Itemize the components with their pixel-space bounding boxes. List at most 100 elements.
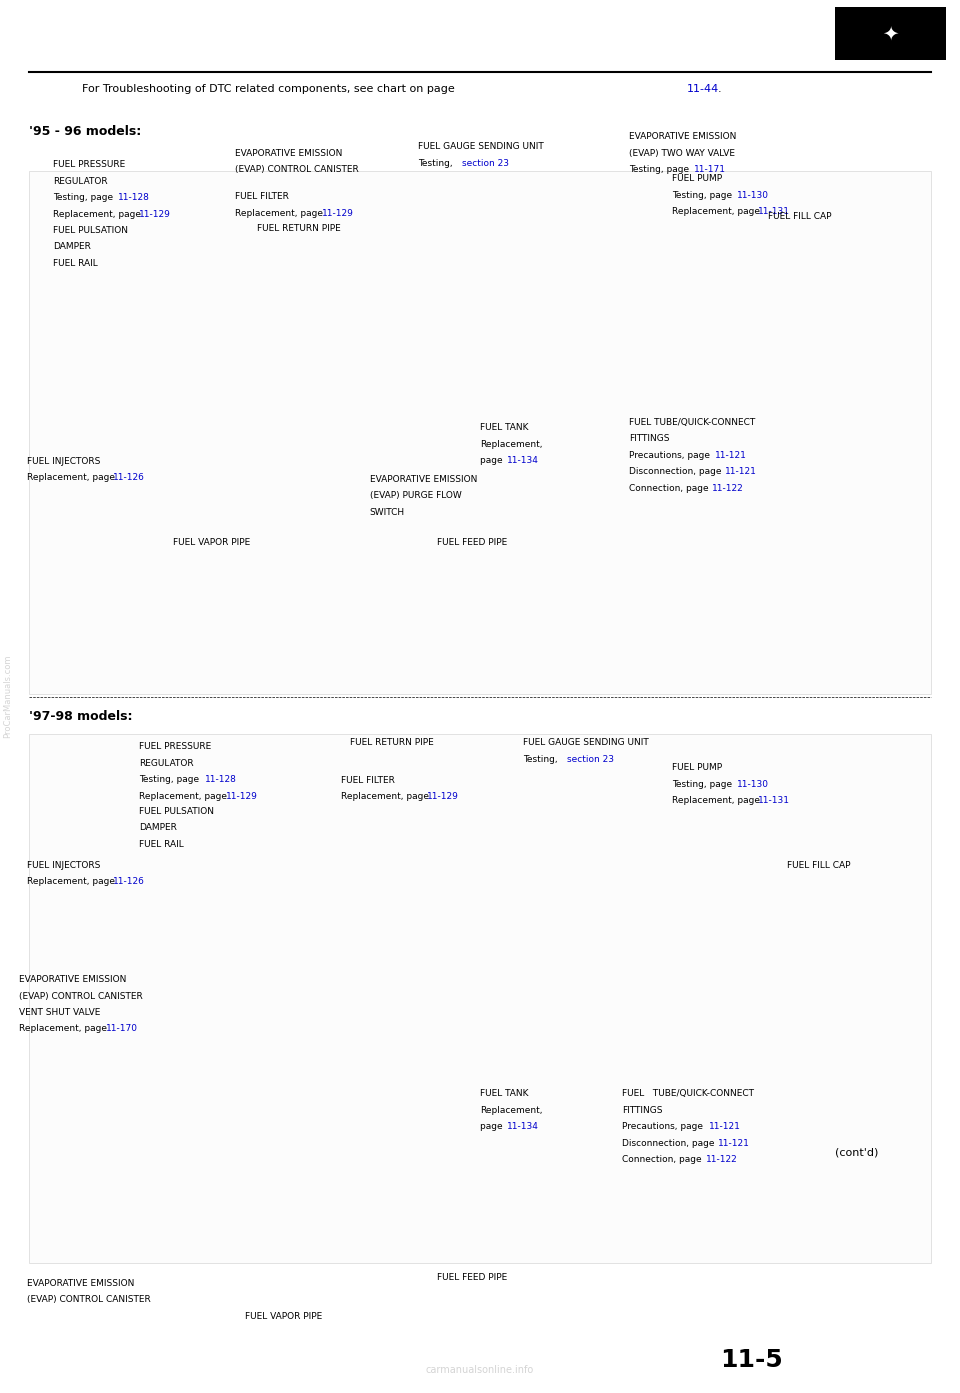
Text: FUEL FEED PIPE: FUEL FEED PIPE [437, 1273, 507, 1282]
Text: FUEL FILTER: FUEL FILTER [235, 192, 289, 201]
Text: 11-134: 11-134 [507, 457, 539, 465]
Text: Connection, page: Connection, page [622, 1155, 705, 1165]
Text: FUEL FILL CAP: FUEL FILL CAP [768, 212, 831, 220]
Text: '97-98 models:: '97-98 models: [29, 710, 132, 723]
Text: 11-5: 11-5 [720, 1348, 782, 1372]
Text: FUEL PUMP: FUEL PUMP [672, 763, 722, 772]
Text: 11-129: 11-129 [322, 209, 353, 217]
Text: Testing, page: Testing, page [629, 166, 692, 174]
Text: 11-121: 11-121 [708, 1123, 740, 1131]
Text: EVAPORATIVE EMISSION: EVAPORATIVE EMISSION [370, 475, 477, 483]
FancyBboxPatch shape [29, 734, 931, 1263]
Text: 11-171: 11-171 [694, 166, 726, 174]
Text: FUEL RETURN PIPE: FUEL RETURN PIPE [350, 738, 434, 747]
Text: Replacement, page: Replacement, page [341, 793, 432, 801]
Text: carmanualsonline.info: carmanualsonline.info [426, 1365, 534, 1375]
Text: Testing, page: Testing, page [672, 780, 735, 788]
Text: 11-44: 11-44 [686, 84, 719, 93]
Text: EVAPORATIVE EMISSION: EVAPORATIVE EMISSION [235, 149, 343, 157]
Text: FUEL INJECTORS: FUEL INJECTORS [27, 861, 100, 869]
Text: Connection, page: Connection, page [629, 483, 711, 493]
Text: (EVAP) CONTROL CANISTER: (EVAP) CONTROL CANISTER [19, 992, 143, 1000]
Text: FUEL   TUBE/QUICK-CONNECT: FUEL TUBE/QUICK-CONNECT [622, 1089, 755, 1098]
Text: .: . [718, 84, 722, 93]
Text: Replacement, page: Replacement, page [672, 208, 763, 216]
Text: Replacement, page: Replacement, page [27, 474, 118, 482]
Text: 11-121: 11-121 [718, 1138, 750, 1148]
Text: Replacement,: Replacement, [480, 1106, 542, 1114]
Text: FUEL RAIL: FUEL RAIL [139, 840, 184, 848]
Text: 11-131: 11-131 [758, 208, 790, 216]
Text: FUEL TANK: FUEL TANK [480, 423, 529, 432]
Text: REGULATOR: REGULATOR [53, 177, 108, 185]
Text: page: page [480, 457, 506, 465]
Text: 11-121: 11-121 [715, 451, 747, 460]
Text: DAMPER: DAMPER [139, 823, 177, 832]
Text: 11-122: 11-122 [712, 483, 744, 493]
Text: Replacement, page: Replacement, page [235, 209, 326, 217]
Text: (EVAP) CONTROL CANISTER: (EVAP) CONTROL CANISTER [27, 1295, 151, 1304]
Text: DAMPER: DAMPER [53, 242, 90, 251]
Text: Testing,: Testing, [523, 755, 561, 763]
Text: 11-121: 11-121 [725, 467, 756, 476]
Text: FUEL PULSATION: FUEL PULSATION [139, 807, 214, 815]
Text: Precautions, page: Precautions, page [622, 1123, 706, 1131]
Text: FUEL PRESSURE: FUEL PRESSURE [53, 160, 125, 169]
Text: Testing, page: Testing, page [139, 776, 203, 784]
Text: Testing, page: Testing, page [53, 194, 116, 202]
Text: (EVAP) CONTROL CANISTER: (EVAP) CONTROL CANISTER [235, 166, 359, 174]
Text: page: page [480, 1123, 506, 1131]
Text: FITTINGS: FITTINGS [629, 435, 669, 443]
Text: Testing, page: Testing, page [672, 191, 735, 199]
Text: FUEL GAUGE SENDING UNIT: FUEL GAUGE SENDING UNIT [418, 142, 543, 150]
Text: EVAPORATIVE EMISSION: EVAPORATIVE EMISSION [19, 975, 127, 983]
Text: FUEL PUMP: FUEL PUMP [672, 174, 722, 182]
Text: For Troubleshooting of DTC related components, see chart on page: For Troubleshooting of DTC related compo… [82, 84, 458, 93]
Text: FUEL VAPOR PIPE: FUEL VAPOR PIPE [245, 1312, 322, 1321]
Text: Replacement,: Replacement, [480, 440, 542, 449]
Text: FUEL RAIL: FUEL RAIL [53, 259, 98, 267]
Text: FUEL GAUGE SENDING UNIT: FUEL GAUGE SENDING UNIT [523, 738, 649, 747]
Text: Replacement, page: Replacement, page [53, 209, 144, 219]
Text: 11-131: 11-131 [758, 797, 790, 805]
Text: FUEL FEED PIPE: FUEL FEED PIPE [437, 538, 507, 546]
Text: Testing,: Testing, [418, 159, 455, 167]
Text: FUEL VAPOR PIPE: FUEL VAPOR PIPE [173, 538, 250, 546]
Text: '95 - 96 models:: '95 - 96 models: [29, 125, 141, 138]
Text: FUEL FILTER: FUEL FILTER [341, 776, 395, 784]
Text: VENT SHUT VALVE: VENT SHUT VALVE [19, 1009, 101, 1017]
Text: Replacement, page: Replacement, page [27, 878, 118, 886]
Text: 11-130: 11-130 [737, 780, 769, 788]
Text: FUEL PULSATION: FUEL PULSATION [53, 226, 128, 234]
Text: FUEL TANK: FUEL TANK [480, 1089, 529, 1098]
Text: 11-170: 11-170 [106, 1024, 137, 1034]
Text: (EVAP) PURGE FLOW: (EVAP) PURGE FLOW [370, 492, 462, 500]
Text: FUEL FILL CAP: FUEL FILL CAP [787, 861, 851, 869]
Text: FUEL TUBE/QUICK-CONNECT: FUEL TUBE/QUICK-CONNECT [629, 418, 756, 426]
Text: 11-129: 11-129 [139, 209, 171, 219]
Text: 11-134: 11-134 [507, 1123, 539, 1131]
Text: 11-130: 11-130 [737, 191, 769, 199]
Text: Replacement, page: Replacement, page [139, 791, 230, 801]
Text: REGULATOR: REGULATOR [139, 759, 194, 768]
Text: FUEL INJECTORS: FUEL INJECTORS [27, 457, 100, 465]
Text: FITTINGS: FITTINGS [622, 1106, 662, 1114]
Text: Disconnection, page: Disconnection, page [622, 1138, 717, 1148]
Text: 11-126: 11-126 [113, 474, 145, 482]
Text: FUEL RETURN PIPE: FUEL RETURN PIPE [257, 224, 341, 233]
FancyBboxPatch shape [29, 171, 931, 694]
Text: EVAPORATIVE EMISSION: EVAPORATIVE EMISSION [629, 132, 736, 141]
Text: (cont'd): (cont'd) [835, 1148, 878, 1158]
Text: SWITCH: SWITCH [370, 508, 405, 517]
Text: 11-126: 11-126 [113, 878, 145, 886]
Text: ProCarManuals.com: ProCarManuals.com [3, 655, 12, 738]
Text: 11-129: 11-129 [226, 791, 257, 801]
Text: FUEL PRESSURE: FUEL PRESSURE [139, 742, 211, 751]
Text: ✦: ✦ [881, 24, 899, 43]
Text: section 23: section 23 [567, 755, 614, 763]
Text: EVAPORATIVE EMISSION: EVAPORATIVE EMISSION [27, 1279, 134, 1287]
Text: Disconnection, page: Disconnection, page [629, 467, 724, 476]
Text: section 23: section 23 [462, 159, 509, 167]
Text: 11-129: 11-129 [427, 793, 459, 801]
Text: Replacement, page: Replacement, page [672, 797, 763, 805]
